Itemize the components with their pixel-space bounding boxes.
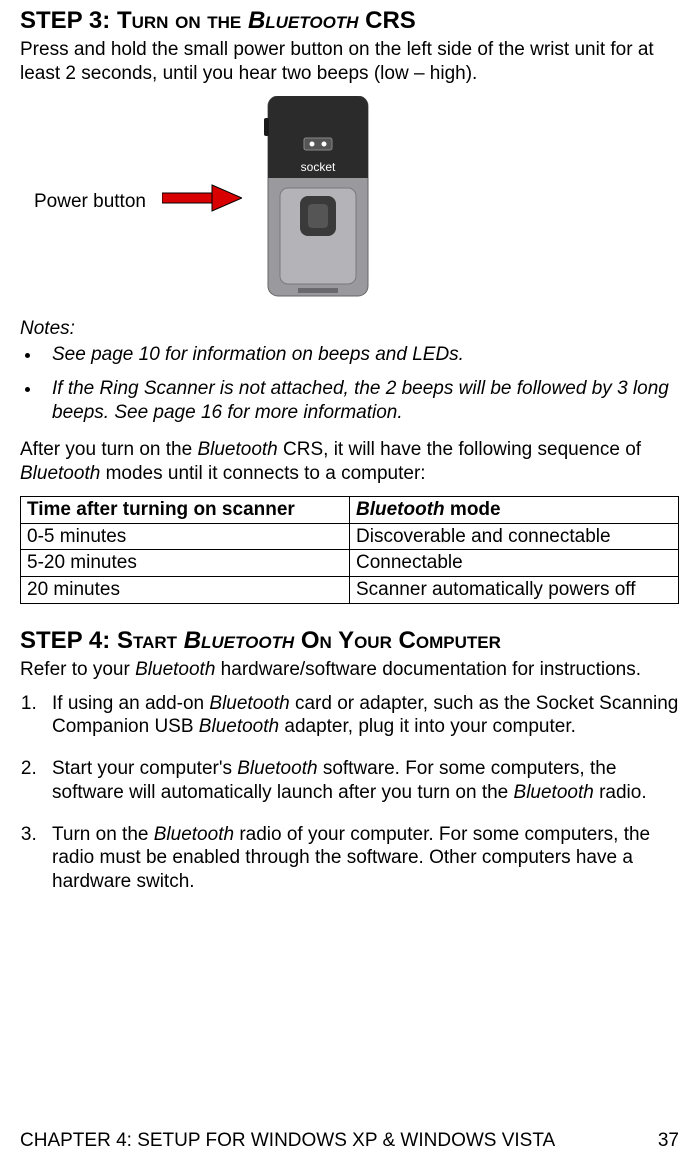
footer-page-number: 37 [658, 1129, 679, 1153]
list-item: If using an add-on Bluetooth card or ada… [42, 692, 679, 740]
bluetooth-word: Bluetooth [154, 824, 234, 845]
text: If using an add-on [52, 693, 209, 714]
step3-heading-prefix: STEP 3: [20, 7, 117, 34]
table-row: 0-5 minutes Discoverable and connectable [21, 523, 679, 550]
step4-list: If using an add-on Bluetooth card or ada… [20, 692, 679, 894]
step4-heading-sc2: On Your Computer [294, 627, 501, 654]
table-row: 20 minutes Scanner automatically powers … [21, 577, 679, 604]
step3-heading-sc2: CRS [358, 7, 415, 34]
table-cell: 20 minutes [21, 577, 350, 604]
text: radio. [594, 782, 647, 803]
text: Refer to your [20, 659, 135, 680]
arrow-icon [162, 183, 242, 220]
table-cell: Scanner automatically powers off [350, 577, 679, 604]
step3-heading-bt: Bluetooth [248, 7, 359, 34]
bluetooth-word: Bluetooth [237, 758, 317, 779]
table-cell: Discoverable and connectable [350, 523, 679, 550]
step4-heading-prefix: STEP 4: [20, 627, 117, 654]
page-footer: CHAPTER 4: SETUP FOR WINDOWS XP & WINDOW… [20, 1129, 679, 1153]
table-cell: 0-5 minutes [21, 523, 350, 550]
step4-heading-bt: Bluetooth [184, 627, 295, 654]
table-header-row: Time after turning on scanner Bluetooth … [21, 496, 679, 523]
step3-heading: STEP 3: Turn on the Bluetooth CRS [20, 6, 679, 36]
table-row: 5-20 minutes Connectable [21, 550, 679, 577]
bluetooth-word: Bluetooth [209, 693, 289, 714]
step4-heading-sc1: Start [117, 627, 184, 654]
step3-heading-sc1: Turn on the [117, 7, 248, 34]
bluetooth-word: Bluetooth [197, 439, 277, 460]
text: Start your computer's [52, 758, 237, 779]
step4-intro: Refer to your Bluetooth hardware/softwar… [20, 658, 679, 682]
device-figure: Power button socket [20, 96, 679, 308]
bluetooth-word: Bluetooth [199, 716, 279, 737]
text: Turn on the [52, 824, 154, 845]
bluetooth-word: Bluetooth [356, 499, 445, 520]
notes-list: See page 10 for information on beeps and… [20, 343, 679, 424]
note-item: See page 10 for information on beeps and… [42, 343, 679, 367]
table-cell: 5-20 minutes [21, 550, 350, 577]
bluetooth-word: Bluetooth [514, 782, 594, 803]
text: mode [445, 499, 501, 520]
text: CRS, it will have the following sequence… [278, 439, 641, 460]
notes-label: Notes: [20, 317, 679, 341]
list-item: Turn on the Bluetooth radio of your comp… [42, 823, 679, 894]
table-cell: Connectable [350, 550, 679, 577]
bluetooth-word: Bluetooth [20, 463, 100, 484]
step3-after-paragraph: After you turn on the Bluetooth CRS, it … [20, 438, 679, 486]
list-item: Start your computer's Bluetooth software… [42, 757, 679, 805]
footer-chapter: CHAPTER 4: SETUP FOR WINDOWS XP & WINDOW… [20, 1129, 555, 1153]
bluetooth-modes-table: Time after turning on scanner Bluetooth … [20, 496, 679, 604]
note-item: If the Ring Scanner is not attached, the… [42, 377, 679, 425]
text: modes until it connects to a computer: [100, 463, 425, 484]
bluetooth-word: Bluetooth [135, 659, 215, 680]
step3-intro: Press and hold the small power button on… [20, 38, 679, 86]
text: hardware/software documentation for inst… [215, 659, 641, 680]
device-logo-text: socket [301, 160, 336, 174]
page: STEP 3: Turn on the Bluetooth CRS Press … [0, 0, 697, 1165]
text: adapter, plug it into your computer. [279, 716, 576, 737]
step4-heading: STEP 4: Start Bluetooth On Your Computer [20, 626, 679, 656]
power-button-label: Power button [34, 190, 146, 214]
table-header-time: Time after turning on scanner [21, 496, 350, 523]
table-header-mode: Bluetooth mode [350, 496, 679, 523]
device-illustration: socket [258, 96, 378, 308]
text: After you turn on the [20, 439, 197, 460]
